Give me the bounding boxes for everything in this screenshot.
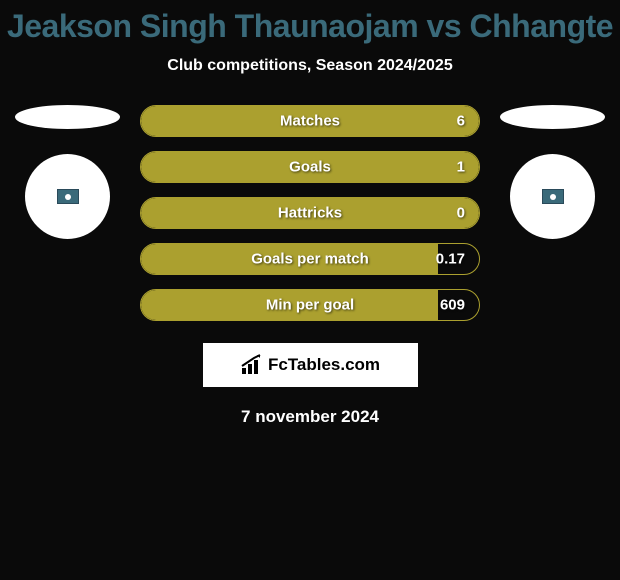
stat-label: Matches <box>280 113 340 130</box>
left-player-avatar <box>25 154 110 239</box>
right-flag-icon <box>542 189 564 204</box>
stat-row: Goals 1 <box>140 151 480 183</box>
comparison-layout: Matches 6 Goals 1 Hattricks 0 Goals per match 0… <box>0 105 620 321</box>
left-ellipse-shape <box>15 105 120 129</box>
stat-label: Goals <box>289 159 331 176</box>
stats-rows: Matches 6 Goals 1 Hattricks 0 Goals per match 0… <box>140 105 480 321</box>
stat-label: Hattricks <box>278 205 342 222</box>
stat-row: Min per goal 609 <box>140 289 480 321</box>
page-title: Jeakson Singh Thaunaojam vs Chhangte <box>0 8 620 45</box>
stat-row: Hattricks 0 <box>140 197 480 229</box>
date-text: 7 november 2024 <box>0 407 620 427</box>
brand-text: FcTables.com <box>268 355 380 375</box>
stat-value: 1 <box>457 159 465 176</box>
stat-value: 0.17 <box>436 251 465 268</box>
chart-icon <box>240 354 264 376</box>
right-player-side <box>500 105 605 239</box>
stat-row: Matches 6 <box>140 105 480 137</box>
stat-value: 6 <box>457 113 465 130</box>
comparison-card: Jeakson Singh Thaunaojam vs Chhangte Clu… <box>0 0 620 427</box>
stat-label: Goals per match <box>251 251 369 268</box>
right-player-avatar <box>510 154 595 239</box>
brand-badge[interactable]: FcTables.com <box>203 343 418 387</box>
stat-row: Goals per match 0.17 <box>140 243 480 275</box>
subtitle: Club competitions, Season 2024/2025 <box>0 57 620 75</box>
stat-label: Min per goal <box>266 297 354 314</box>
stat-value: 0 <box>457 205 465 222</box>
left-player-side <box>15 105 120 239</box>
stat-value: 609 <box>440 297 465 314</box>
left-flag-icon <box>57 189 79 204</box>
right-ellipse-shape <box>500 105 605 129</box>
